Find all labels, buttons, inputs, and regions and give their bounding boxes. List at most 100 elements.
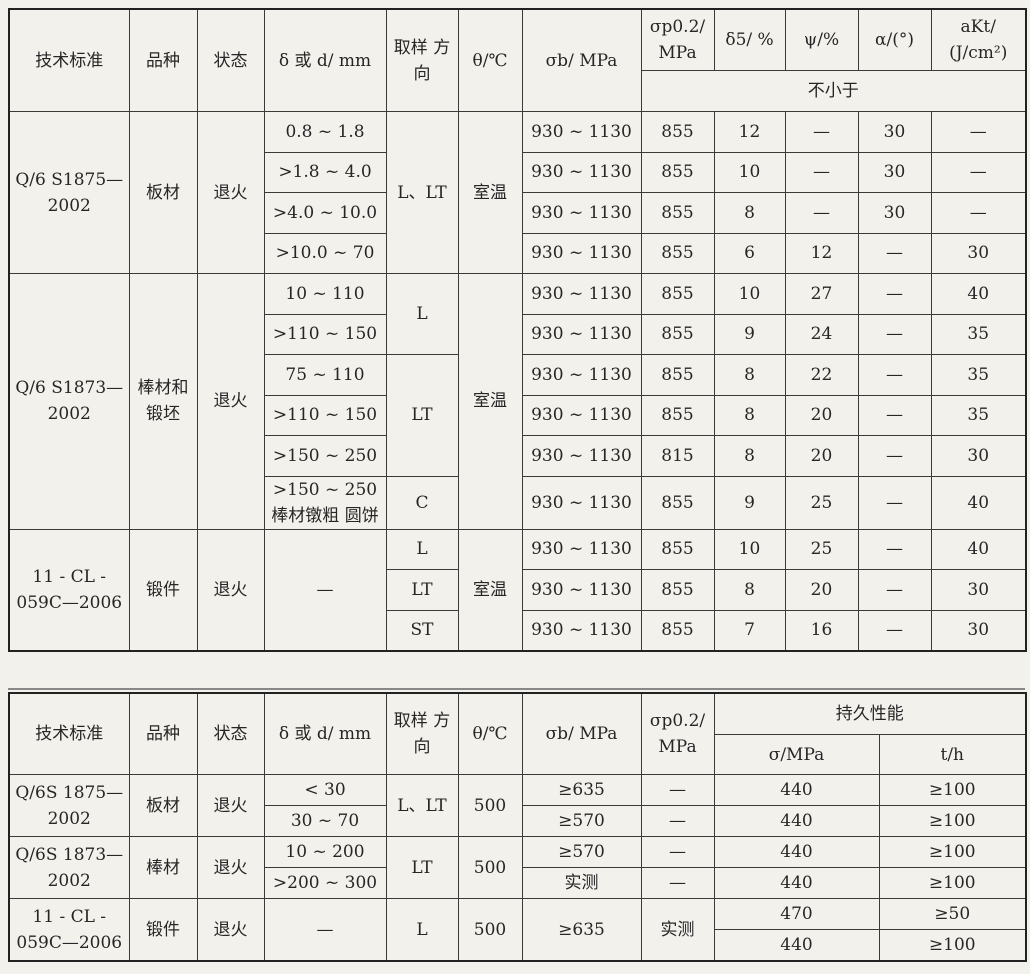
sp-cell: 855 (640, 273, 715, 315)
sigma-cell: 440 (713, 774, 880, 806)
d5-cell: 8 (713, 569, 786, 611)
header-minimum-note: 不小于 (640, 70, 1027, 112)
header-state: 状态 (196, 692, 265, 775)
header-product: 品种 (128, 692, 198, 775)
sp-cell: — (640, 805, 715, 837)
d5-cell: 8 (713, 394, 786, 436)
table-row: 11 - CL - 059C—2006 锻件 退火 — L 室温 930 ~ 1130 855… (8, 528, 1027, 652)
table-row: >1.8 ~ 4.0 930 ~ 1130 855 10—30— (9, 151, 1027, 193)
sigma-cell: 440 (713, 929, 880, 962)
sb-cell: ≥570 (521, 805, 642, 837)
akt-cell: — (930, 151, 1027, 193)
header-direction: 取样 方向 (385, 8, 459, 112)
alpha-cell: — (857, 354, 932, 396)
header-impact-toughness: aKt/ (J/cm²) (930, 8, 1027, 71)
temperature-cell: 室温 (457, 111, 523, 274)
thickness-cell: >150 ~ 250 (263, 435, 387, 477)
psi-cell: 22 (784, 354, 859, 396)
akt-cell: 30 (930, 569, 1027, 611)
psi-cell: 20 (784, 569, 859, 611)
state-cell: 退火 (196, 898, 265, 962)
sigma-cell: 440 (713, 867, 880, 899)
header-temperature: θ/℃ (457, 8, 523, 112)
d5-cell: 10 (713, 273, 786, 315)
t-cell: ≥50 (878, 898, 1027, 930)
header-thickness: δ 或 d/ mm (263, 692, 387, 775)
table-row: Q/6 S1875—2002 板材 退火 0.8 ~ 1.8 L、LT 室温 930 ~ 1… (8, 111, 1027, 274)
table-row: >4.0 ~ 10.0 930 ~ 1130 855 8—30— (9, 192, 1027, 234)
sp-cell: 855 (640, 111, 715, 153)
d5-cell: 8 (713, 435, 786, 477)
product-cell: 板材 (128, 111, 198, 274)
table-row: >110 ~ 150 930 ~ 1130 855 8 20—35 (9, 394, 1027, 436)
d5-cell: 6 (713, 232, 786, 274)
akt-cell: — (930, 111, 1027, 153)
direction-cell: C (385, 475, 459, 530)
alpha-cell: — (857, 273, 932, 315)
header-product: 品种 (128, 8, 198, 112)
standard-cell: 11 - CL - 059C—2006 (8, 528, 130, 652)
d5-cell: 10 (713, 151, 786, 193)
table-row: Q/6S 1873—2002 棒材 退火 10 ~ 200 LT 500 ≥570—440 ≥… (8, 836, 1027, 899)
sb-cell: 930 ~ 1130 (521, 273, 642, 315)
thickness-cell: 75 ~ 110 (263, 354, 387, 396)
header-tensile-strength: σb/ MPa (521, 692, 642, 775)
alpha-cell: — (857, 313, 932, 355)
sp-cell: — (640, 836, 715, 868)
sb-cell: 930 ~ 1130 (521, 528, 642, 570)
akt-cell: 40 (930, 273, 1027, 315)
sp-cell: 855 (640, 192, 715, 234)
table-row: 440 ≥100 (9, 929, 1027, 962)
psi-cell: 20 (784, 435, 859, 477)
state-cell: 退火 (196, 836, 265, 899)
akt-cell: — (930, 192, 1027, 234)
sp-cell: 855 (640, 232, 715, 274)
t-cell: ≥100 (878, 836, 1027, 868)
header-endurance: 持久性能 (713, 692, 1027, 735)
product-cell: 板材 (128, 774, 198, 837)
header-state: 状态 (196, 8, 265, 112)
thickness-cell: >200 ~ 300 (263, 867, 387, 899)
sp-cell: — (640, 867, 715, 899)
sb-cell: ≥635 (521, 898, 642, 962)
thickness-cell: >10.0 ~ 70 (263, 232, 387, 274)
sp-cell: 855 (640, 609, 715, 652)
psi-cell: 16 (784, 609, 859, 652)
table-row: 11 - CL - 059C—2006 锻件 退火 — L 500 ≥635 实测 470 ≥50 (8, 898, 1027, 962)
psi-cell: — (784, 111, 859, 153)
product-cell: 锻件 (128, 898, 198, 962)
sp-cell: 855 (640, 151, 715, 193)
sp-cell: 815 (640, 435, 715, 477)
sp-cell: 855 (640, 354, 715, 396)
t-cell: ≥100 (878, 774, 1027, 806)
direction-cell: L (385, 273, 459, 355)
t-cell: ≥100 (878, 805, 1027, 837)
temperature-cell: 500 (457, 774, 523, 837)
d5-cell: 12 (713, 111, 786, 153)
tensile-properties-table: 技术标准 品种 状态 δ 或 d/ mm 取样 方向 θ/℃ σb/ MPa σ… (8, 8, 1027, 652)
state-cell: 退火 (196, 774, 265, 837)
temperature-cell: 室温 (457, 528, 523, 652)
sp-cell: 855 (640, 394, 715, 436)
d5-cell: 9 (713, 475, 786, 530)
header-thickness: δ 或 d/ mm (263, 8, 387, 112)
thickness-cell: >4.0 ~ 10.0 (263, 192, 387, 234)
psi-cell: 20 (784, 394, 859, 436)
state-cell: 退火 (196, 273, 265, 530)
akt-cell: 30 (930, 232, 1027, 274)
product-cell: 棒材 (128, 836, 198, 899)
standard-cell: Q/6 S1873—2002 (8, 273, 130, 530)
sp-cell: 855 (640, 569, 715, 611)
product-cell: 棒材和锻坯 (128, 273, 198, 530)
table-row: ST 930 ~ 1130 855 7 16—30 (9, 609, 1027, 652)
psi-cell: — (784, 192, 859, 234)
d5-cell: 7 (713, 609, 786, 652)
header-tensile-strength: σb/ MPa (521, 8, 642, 112)
thickness-cell: 10 ~ 200 (263, 836, 387, 868)
psi-cell: 25 (784, 528, 859, 570)
header-time: t/h (878, 734, 1027, 775)
thickness-cell: 0.8 ~ 1.8 (263, 111, 387, 153)
akt-cell: 30 (930, 435, 1027, 477)
direction-cell: LT (385, 569, 459, 611)
state-cell: 退火 (196, 528, 265, 652)
